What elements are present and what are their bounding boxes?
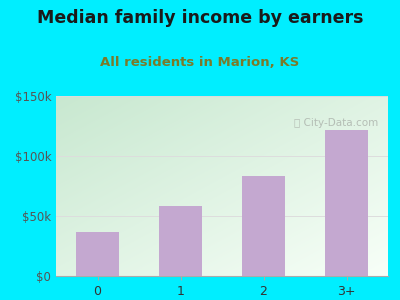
Text: Median family income by earners: Median family income by earners [37,9,363,27]
Bar [76,232,119,276]
Bar [325,130,368,276]
Text: All residents in Marion, KS: All residents in Marion, KS [100,56,300,68]
Bar [242,176,285,276]
Text: ⓘ City-Data.com: ⓘ City-Data.com [294,118,378,128]
Bar [159,206,202,276]
